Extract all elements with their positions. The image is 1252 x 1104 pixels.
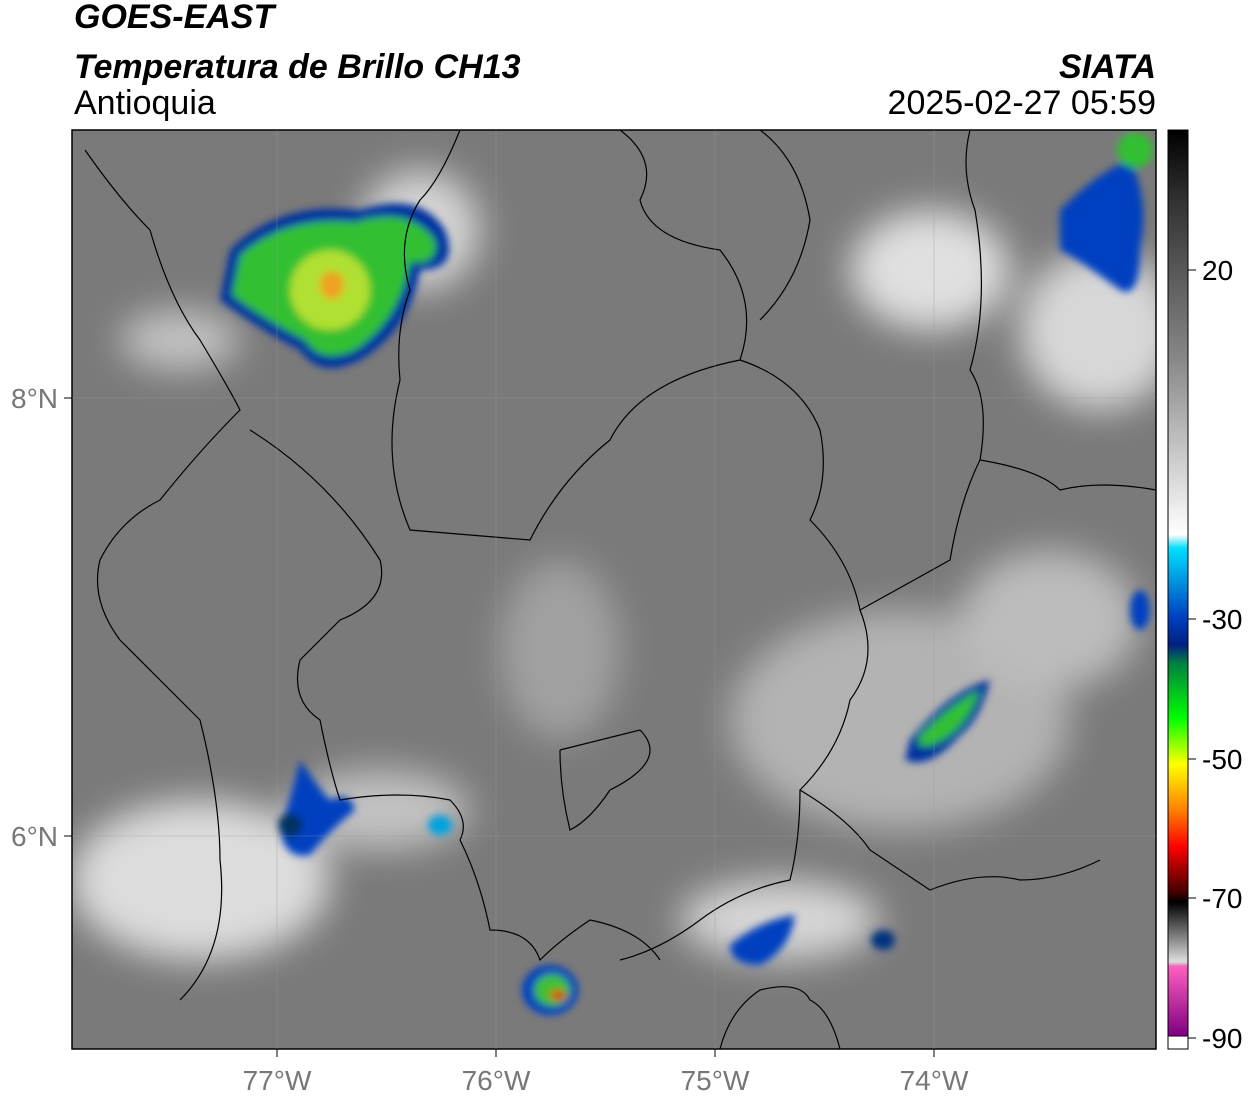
title: GOES-EAST [74,0,277,36]
colorbar-label: -50 [1202,744,1242,775]
lon-label: 76°W [462,1065,531,1096]
lon-label: 77°W [243,1065,312,1096]
region: Antioquia [74,84,216,122]
map-frame [71,129,1157,1050]
lat-label: 6°N [11,821,58,852]
colorbar-label: -30 [1202,604,1242,635]
source: SIATA [1059,48,1156,86]
colorbar [1167,129,1189,1050]
satellite-image [72,130,1156,1049]
lat-label: 8°N [11,383,58,414]
subtitle: Temperatura de Brillo CH13 [74,48,521,86]
colorbar-extend [1167,1035,1189,1050]
colorbar-label: -90 [1202,1023,1242,1054]
colorbar-label: 20 [1202,255,1233,286]
lon-label: 74°W [900,1065,969,1096]
colorbar-label: -70 [1202,883,1242,914]
lon-label: 75°W [681,1065,750,1096]
timestamp: 2025-02-27 05:59 [888,84,1156,122]
